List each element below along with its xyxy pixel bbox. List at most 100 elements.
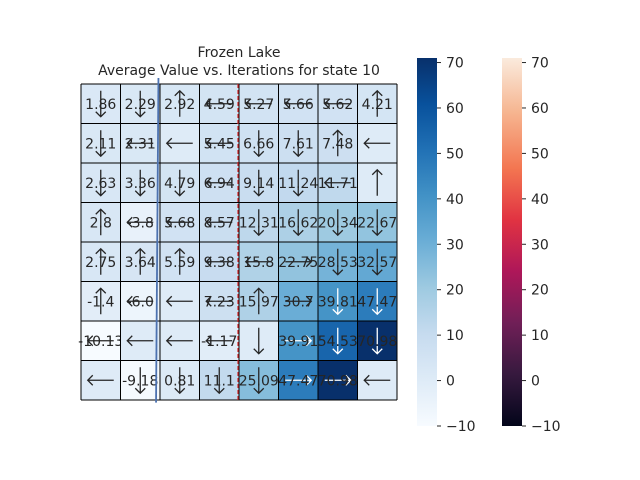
- arrow-left-icon: [86, 374, 114, 386]
- arrow-right-icon: [324, 374, 352, 386]
- heatmap-grid: 1.86 2.29 2.92 4.59 5.27 5.66 5.62 4.21 2.11 2.31…: [78, 83, 398, 401]
- arrow-right-icon: [285, 256, 313, 268]
- cell-value-label: 2.75: [85, 255, 116, 271]
- cell-value-label: 7.23: [204, 294, 235, 310]
- cell-value-label: 6.66: [243, 136, 274, 152]
- colorbar-rocket: −10 0 10 20 30 40 50 60 70: [502, 56, 561, 435]
- colorbar-tick-label: 50: [446, 146, 464, 162]
- cell-value-label: 1.86: [85, 97, 116, 113]
- arrow-up-icon: [253, 287, 265, 315]
- cell-value-label: 25.09: [239, 373, 279, 389]
- cell-value-label: 47.47: [357, 294, 397, 310]
- arrow-left-icon: [165, 137, 193, 149]
- cell-value-label: 2.63: [85, 176, 116, 192]
- colorbar-blues: −10 0 10 20 30 40 50 60 70: [417, 56, 476, 435]
- cell-value-label: 7.61: [283, 136, 314, 152]
- arrow-down-icon: [371, 327, 383, 355]
- colorbar-tick-label: 60: [446, 101, 464, 117]
- cell-value-label: 20.34: [318, 215, 358, 231]
- arrow-left-icon: [205, 177, 233, 189]
- arrow-down-icon: [371, 288, 383, 316]
- colorbar-tick-label: 10: [446, 328, 464, 344]
- cell-value-label: 7.48: [322, 136, 353, 152]
- arrow-up-icon: [95, 287, 107, 315]
- arrow-left-icon: [165, 335, 193, 347]
- arrow-up-icon: [134, 247, 146, 275]
- overlay-layer: [155, 77, 239, 403]
- cell-value-label: -9.18: [122, 373, 158, 389]
- cell-value-label: 32.57: [357, 255, 397, 271]
- cell-value-label: -3.8: [127, 215, 154, 231]
- cell-value-label: 5.66: [283, 97, 314, 113]
- arrow-down-icon: [95, 169, 107, 197]
- arrow-right-icon: [285, 374, 313, 386]
- arrow-left-icon: [323, 98, 351, 110]
- arrow-left-icon: [126, 335, 154, 347]
- arrow-down-icon: [253, 130, 265, 158]
- arrow-down-icon: [371, 209, 383, 237]
- arrow-down-icon: [253, 367, 265, 395]
- arrow-left-icon: [165, 216, 193, 228]
- arrow-down-icon: [174, 169, 186, 197]
- cell-value-label: 11.24: [278, 176, 318, 192]
- colorbar-tick-label: 0: [446, 374, 455, 390]
- arrow-left-icon: [205, 137, 233, 149]
- cell-value-label: 9.14: [243, 176, 274, 192]
- colorbar-tick-label: 0: [531, 374, 540, 390]
- cell-value-label: 22.75: [278, 255, 318, 271]
- cell-value-label: 5.62: [322, 97, 353, 113]
- arrow-left-icon: [126, 295, 154, 307]
- arrow-down-icon: [134, 367, 146, 395]
- arrow-left-icon: [205, 216, 233, 228]
- arrow-down-icon: [292, 169, 304, 197]
- colorbar-tick-label: 40: [531, 192, 549, 208]
- cell-value-label: 2.31: [125, 136, 156, 152]
- chart-title: Frozen Lake: [198, 45, 281, 61]
- cell-value-label: -1.17: [201, 334, 237, 350]
- arrow-left-icon: [323, 177, 351, 189]
- arrow-up-icon: [332, 129, 344, 157]
- cell-value-label: 5.45: [204, 136, 235, 152]
- arrow-down-icon: [95, 130, 107, 158]
- arrow-left-icon: [244, 98, 272, 110]
- arrow-down-icon: [134, 169, 146, 197]
- colorbar-tick-label: 10: [531, 328, 549, 344]
- arrow-down-icon: [292, 209, 304, 237]
- cell-value-label: 54.53: [318, 334, 358, 350]
- arrow-left-icon: [244, 256, 272, 268]
- cell-value-label: 12.31: [239, 215, 279, 231]
- overlay-trend-line: [155, 77, 160, 403]
- arrow-left-icon: [284, 98, 312, 110]
- colorbar-tick-label: 20: [531, 283, 549, 299]
- cell-value-label: 70.98: [318, 373, 358, 389]
- arrow-down-icon: [253, 169, 265, 197]
- arrow-right-icon: [285, 335, 313, 347]
- arrow-right-icon: [285, 295, 313, 307]
- colorbar-tick-label: 30: [446, 237, 464, 253]
- arrow-down-icon: [371, 248, 383, 276]
- cell-value-label: 9.38: [204, 255, 235, 271]
- arrow-left-icon: [205, 335, 233, 347]
- arrow-down-icon: [95, 90, 107, 118]
- cell-value-label: 15.8: [243, 255, 274, 271]
- colorbar-tick-label: 30: [531, 237, 549, 253]
- colorbar-tick-label: 70: [446, 56, 464, 72]
- cell-value-label: -1.4: [87, 294, 114, 310]
- colorbar-tick-label: 50: [531, 146, 549, 162]
- cell-value-label: 2.11: [85, 136, 116, 152]
- arrow-down-icon: [213, 367, 225, 395]
- arrow-down-icon: [174, 367, 186, 395]
- cell-value-label: 5.27: [243, 97, 274, 113]
- colorbar-tick-label: 40: [446, 192, 464, 208]
- cell-value-label: -6.0: [127, 294, 154, 310]
- cell-value-label: 28.53: [318, 255, 358, 271]
- cell-value-label: 3.36: [125, 176, 156, 192]
- arrow-left-icon: [205, 256, 233, 268]
- arrow-down-icon: [332, 288, 344, 316]
- cell-value-label: 8.57: [204, 215, 235, 231]
- arrow-left-icon: [205, 98, 233, 110]
- arrow-down-icon: [134, 90, 146, 118]
- cell-value-label: 5.59: [164, 255, 195, 271]
- cell-value-label: 15.97: [239, 294, 279, 310]
